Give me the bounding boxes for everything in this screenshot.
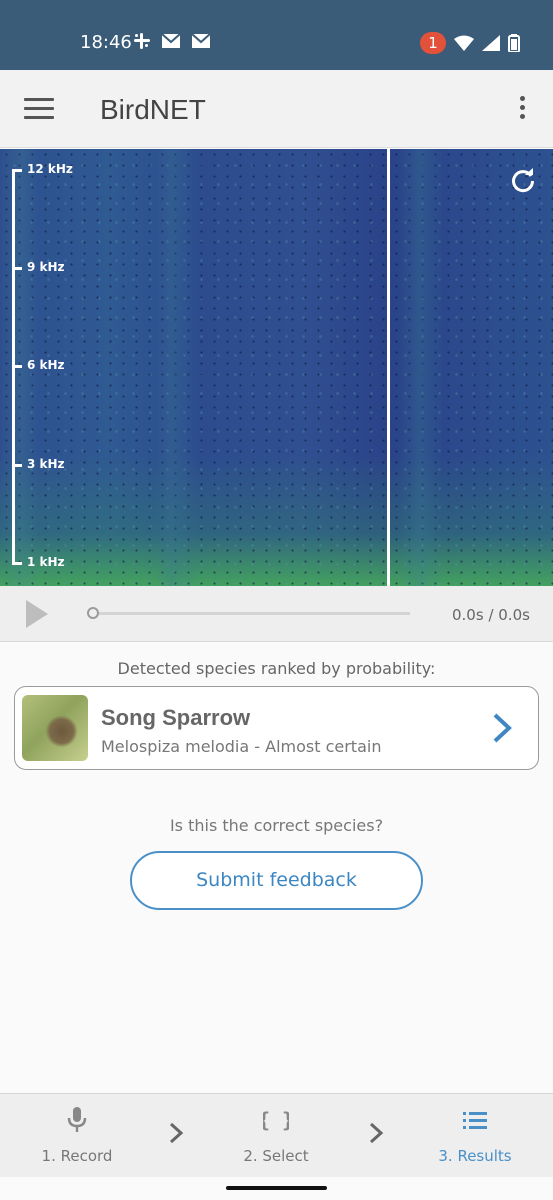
nav-record[interactable]: 1. Record <box>12 1106 142 1165</box>
axis-label-3khz: 3 kHz <box>27 457 65 471</box>
microphone-icon <box>67 1107 87 1132</box>
spectrogram-playhead[interactable] <box>387 149 390 586</box>
status-time: 18:46 <box>80 32 132 53</box>
nav-results[interactable]: 3. Results <box>410 1106 540 1165</box>
species-card[interactable]: Song Sparrow Melospiza melodia - Almost … <box>14 686 539 770</box>
play-icon[interactable] <box>26 600 48 628</box>
axis-tick <box>12 169 22 172</box>
chevron-right-icon <box>493 713 512 743</box>
signal-icon <box>482 35 500 51</box>
slack-icon <box>134 33 150 49</box>
axis-label-1khz: 1 kHz <box>27 555 65 569</box>
spectrogram-texture <box>0 149 553 586</box>
axis-tick <box>12 562 22 565</box>
species-scientific-name: Melospiza melodia - Almost certain <box>101 737 382 756</box>
wifi-icon <box>454 35 474 51</box>
results-heading: Detected species ranked by probability: <box>117 659 436 678</box>
bottom-navigation: 1. Record { } 2. Select 3. Results <box>0 1093 553 1177</box>
gmail-icon <box>161 33 181 48</box>
species-thumbnail <box>22 695 88 761</box>
axis-label-6khz: 6 kHz <box>27 358 65 372</box>
spectrogram-bands <box>0 149 553 586</box>
notification-badge: 1 <box>420 32 446 54</box>
gesture-navigation-bar <box>0 1177 553 1200</box>
playback-time: 0.0s / 0.0s <box>452 606 530 624</box>
braces-icon: { } <box>258 1108 294 1132</box>
app-bar: BirdNET <box>0 70 553 148</box>
hamburger-menu-icon[interactable] <box>24 98 54 120</box>
axis-label-12khz: 12 kHz <box>27 162 73 176</box>
status-bar: 18:46 1 <box>0 0 553 70</box>
axis-tick <box>12 365 22 368</box>
gmail-icon <box>191 33 211 48</box>
audio-player: 0.0s / 0.0s <box>0 586 553 642</box>
app-title: BirdNET <box>100 94 206 125</box>
list-icon <box>463 1112 487 1129</box>
seek-bar[interactable] <box>92 612 410 615</box>
home-gesture-handle[interactable] <box>226 1186 327 1190</box>
axis-label-9khz: 9 kHz <box>27 260 65 274</box>
axis-tick <box>12 464 22 467</box>
spectrogram[interactable]: 12 kHz 9 kHz 6 kHz 3 kHz 1 kHz <box>0 149 553 586</box>
seek-thumb[interactable] <box>87 607 99 619</box>
chevron-right-icon <box>169 1122 184 1144</box>
axis-tick <box>12 267 22 270</box>
species-common-name: Song Sparrow <box>101 705 251 730</box>
status-notification-icons <box>133 32 211 50</box>
nav-label-select: 2. Select <box>243 1147 309 1165</box>
nav-select[interactable]: { } 2. Select <box>211 1106 341 1165</box>
feedback-question: Is this the correct species? <box>169 816 384 835</box>
status-system-icons: 1 <box>420 32 520 54</box>
nav-label-results: 3. Results <box>438 1147 512 1165</box>
overflow-menu-icon[interactable] <box>514 96 530 124</box>
svg-text:{ }: { } <box>263 1108 289 1132</box>
nav-label-record: 1. Record <box>41 1147 113 1165</box>
battery-icon <box>508 34 520 52</box>
refresh-icon[interactable] <box>510 168 536 194</box>
submit-feedback-button[interactable]: Submit feedback <box>130 851 423 910</box>
chevron-right-icon <box>369 1122 384 1144</box>
